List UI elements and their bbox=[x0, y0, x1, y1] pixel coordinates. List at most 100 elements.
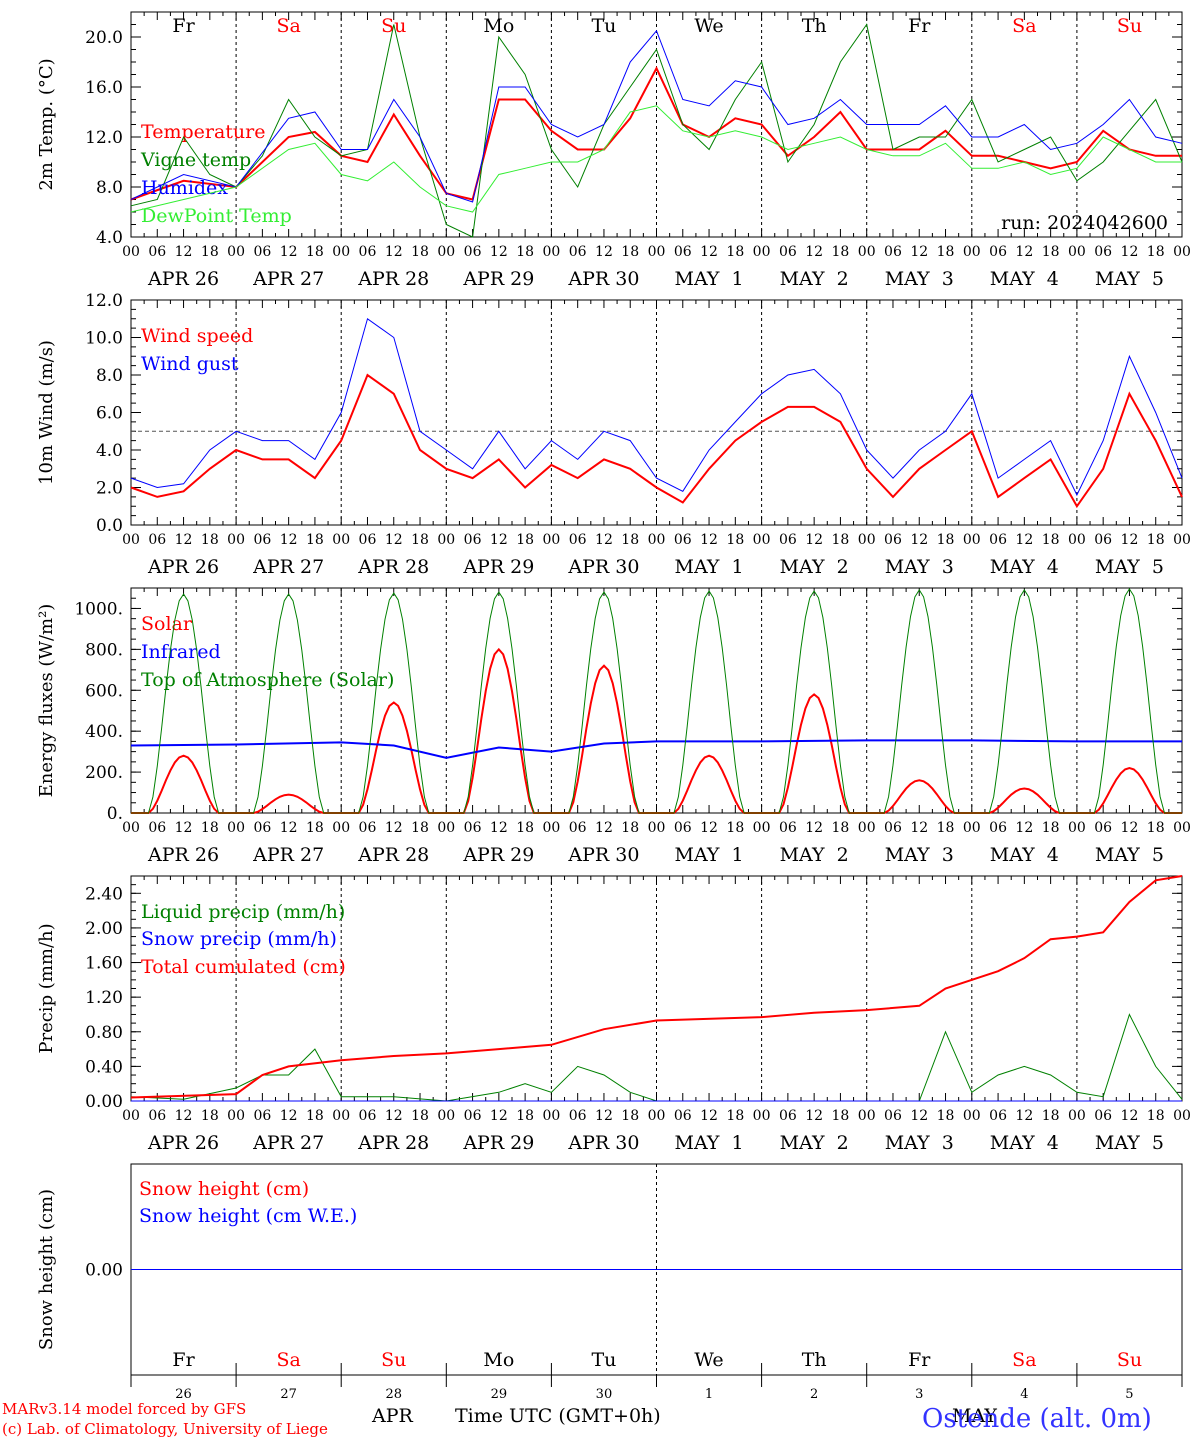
hour-tick-label: 06 bbox=[359, 532, 377, 548]
day-number-label: 29 bbox=[491, 1387, 508, 1402]
date-label: MAY 2 bbox=[780, 268, 849, 290]
credit-model: MARv3.14 model forced by GFS bbox=[2, 1400, 247, 1418]
hour-tick-label: 18 bbox=[201, 1108, 219, 1124]
hour-tick-label: 06 bbox=[779, 244, 797, 260]
hour-tick-label: 00 bbox=[1173, 532, 1191, 548]
y-tick-label: 0.40 bbox=[85, 1057, 123, 1077]
hour-tick-label: 12 bbox=[1121, 820, 1139, 836]
hour-tick-label: 06 bbox=[569, 244, 587, 260]
y-tick-label: 0.00 bbox=[85, 1261, 123, 1281]
legend-series-snow-height-cm: Snow height (cm) bbox=[139, 1178, 309, 1200]
weekday-label-top: Su bbox=[381, 15, 406, 37]
hour-tick-label: 06 bbox=[464, 532, 482, 548]
hour-tick-label: 18 bbox=[726, 820, 744, 836]
hour-tick-label: 12 bbox=[1121, 532, 1139, 548]
date-label: MAY 4 bbox=[990, 556, 1059, 578]
hour-tick-label: 00 bbox=[1173, 244, 1191, 260]
hour-tick-label: 00 bbox=[1068, 244, 1086, 260]
hour-tick-label: 12 bbox=[910, 820, 928, 836]
hour-tick-label: 18 bbox=[516, 532, 534, 548]
hour-tick-label: 12 bbox=[1015, 1108, 1033, 1124]
y-tick-label: 0.0 bbox=[96, 516, 123, 536]
date-label: MAY 1 bbox=[674, 844, 743, 866]
hour-tick-label: 12 bbox=[700, 1108, 718, 1124]
hour-tick-label: 18 bbox=[937, 532, 955, 548]
hour-tick-label: 12 bbox=[1015, 244, 1033, 260]
hour-tick-label: 00 bbox=[753, 1108, 771, 1124]
hour-tick-label: 18 bbox=[832, 244, 850, 260]
date-label: APR 29 bbox=[462, 844, 534, 866]
date-label: APR 28 bbox=[357, 556, 429, 578]
hour-tick-label: 00 bbox=[227, 244, 245, 260]
y-tick-label: 2.0 bbox=[96, 479, 123, 499]
hour-tick-label: 06 bbox=[884, 244, 902, 260]
hour-tick-label: 06 bbox=[779, 820, 797, 836]
hour-tick-label: 06 bbox=[674, 1108, 692, 1124]
hour-tick-label: 06 bbox=[989, 820, 1007, 836]
hour-tick-label: 06 bbox=[569, 820, 587, 836]
hour-tick-label: 18 bbox=[1042, 532, 1060, 548]
hour-tick-label: 06 bbox=[253, 820, 271, 836]
day-number-label: 1 bbox=[705, 1387, 713, 1402]
hour-tick-label: 00 bbox=[1173, 1108, 1191, 1124]
weekday-label-bottom: Sa bbox=[1012, 1349, 1036, 1371]
date-label: MAY 5 bbox=[1095, 556, 1164, 578]
y-tick-label: 1.20 bbox=[85, 988, 123, 1008]
date-label: APR 29 bbox=[462, 268, 534, 290]
weekday-label-top: Mo bbox=[483, 15, 514, 37]
hour-tick-label: 18 bbox=[306, 820, 324, 836]
hour-tick-label: 00 bbox=[332, 532, 350, 548]
hour-tick-label: 00 bbox=[753, 820, 771, 836]
weekday-label-bottom: We bbox=[694, 1349, 723, 1371]
weekday-label-top: Sa bbox=[276, 15, 300, 37]
y-axis-label: 10m Wind (m/s) bbox=[36, 340, 57, 485]
station-name: Ostende (alt. 0m) bbox=[922, 1404, 1152, 1434]
hour-tick-label: 12 bbox=[1015, 820, 1033, 836]
date-label: MAY 5 bbox=[1095, 1132, 1164, 1154]
weekday-label-top: Th bbox=[802, 15, 827, 37]
hour-tick-label: 12 bbox=[700, 532, 718, 548]
hour-tick-label: 18 bbox=[832, 1108, 850, 1124]
hour-tick-label: 00 bbox=[1173, 820, 1191, 836]
hour-tick-label: 18 bbox=[937, 244, 955, 260]
date-label: MAY 3 bbox=[885, 556, 954, 578]
date-label: APR 30 bbox=[567, 844, 639, 866]
y-axis-label: 2m Temp. (°C) bbox=[36, 58, 57, 190]
date-label: MAY 5 bbox=[1095, 268, 1164, 290]
hour-tick-label: 00 bbox=[122, 820, 140, 836]
date-label: APR 28 bbox=[357, 844, 429, 866]
hour-tick-label: 06 bbox=[253, 244, 271, 260]
weekday-label-top: Su bbox=[1117, 15, 1142, 37]
hour-tick-label: 12 bbox=[490, 1108, 508, 1124]
day-number-label: 2 bbox=[810, 1387, 818, 1402]
hour-tick-label: 12 bbox=[910, 244, 928, 260]
hour-tick-label: 12 bbox=[910, 532, 928, 548]
hour-tick-label: 00 bbox=[648, 820, 666, 836]
hour-tick-label: 12 bbox=[1015, 532, 1033, 548]
hour-tick-label: 18 bbox=[621, 820, 639, 836]
date-label: MAY 3 bbox=[885, 1132, 954, 1154]
hour-tick-label: 06 bbox=[884, 532, 902, 548]
hour-tick-label: 00 bbox=[858, 244, 876, 260]
hour-tick-label: 12 bbox=[1121, 1108, 1139, 1124]
weekday-label-bottom: Fr bbox=[172, 1349, 195, 1371]
date-label: APR 27 bbox=[252, 1132, 324, 1154]
date-label: APR 30 bbox=[567, 268, 639, 290]
y-tick-label: 12.0 bbox=[85, 128, 123, 148]
hour-tick-label: 00 bbox=[963, 1108, 981, 1124]
legend-series-liquid-precip-mm-h: Liquid precip (mm/h) bbox=[141, 901, 345, 923]
hour-tick-label: 00 bbox=[332, 1108, 350, 1124]
x-axis-title: Time UTC (GMT+0h) bbox=[455, 1405, 661, 1427]
weekday-label-top: Fr bbox=[172, 15, 195, 37]
y-tick-label: 1.60 bbox=[85, 954, 123, 974]
date-label: APR 26 bbox=[147, 844, 219, 866]
hour-tick-label: 06 bbox=[464, 820, 482, 836]
hour-tick-label: 00 bbox=[332, 820, 350, 836]
y-tick-label: 600. bbox=[85, 681, 123, 701]
hour-tick-label: 12 bbox=[1121, 244, 1139, 260]
hour-tick-label: 00 bbox=[437, 820, 455, 836]
hour-tick-label: 00 bbox=[122, 244, 140, 260]
hour-tick-label: 00 bbox=[1068, 532, 1086, 548]
date-label: MAY 1 bbox=[674, 1132, 743, 1154]
